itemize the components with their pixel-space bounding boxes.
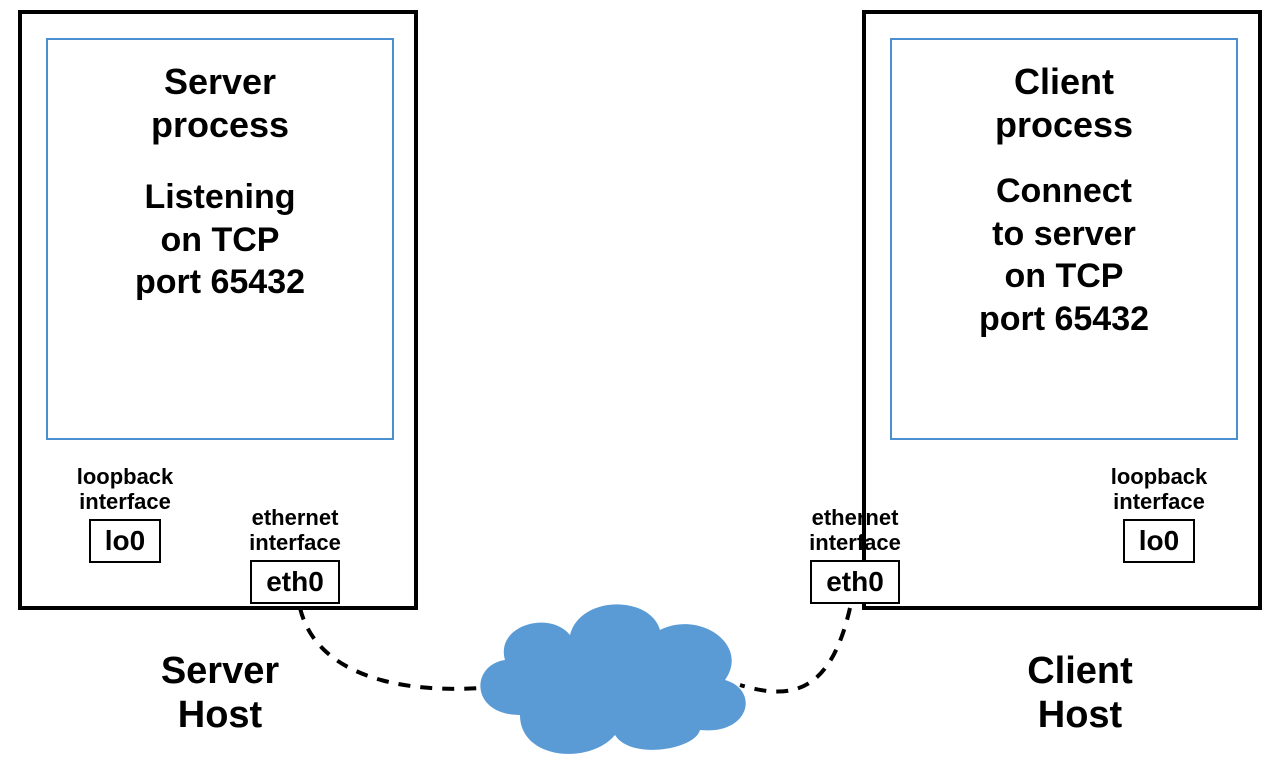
cloud-icon [450,565,770,765]
